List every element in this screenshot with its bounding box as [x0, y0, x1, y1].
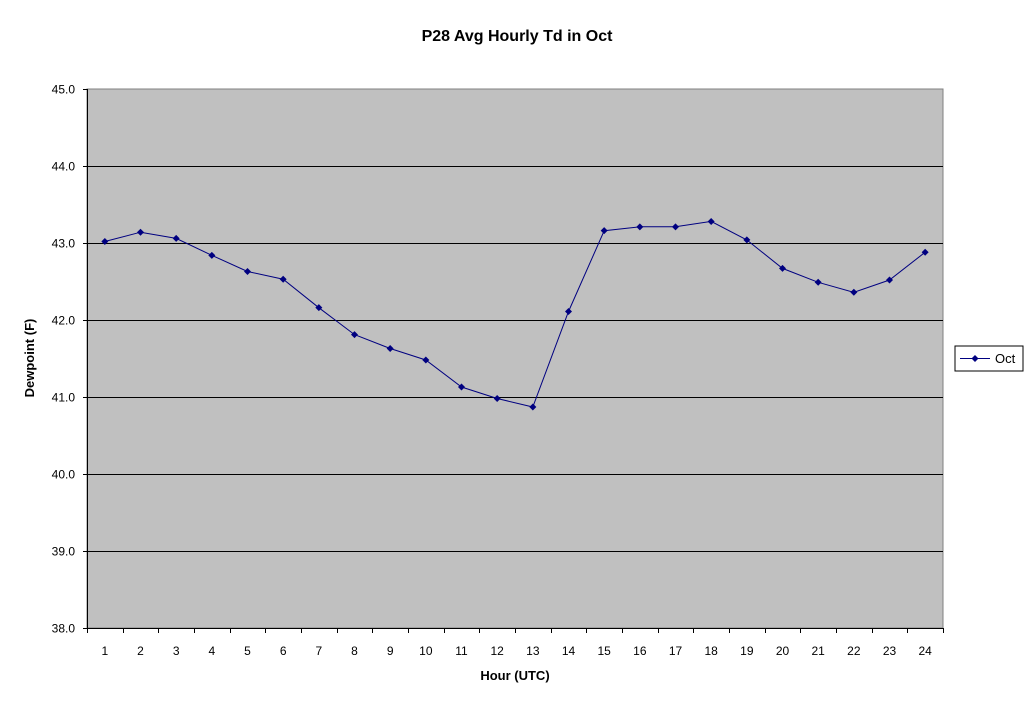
x-tick-label: 14: [562, 644, 576, 658]
x-tick-label: 15: [597, 644, 611, 658]
y-tick-label: 43.0: [52, 237, 76, 251]
data-point: [886, 276, 893, 284]
data-point: [921, 248, 929, 256]
y-tick-label: 38.0: [52, 622, 76, 636]
x-tick-label: 8: [351, 644, 358, 658]
x-tick-label: 12: [490, 644, 504, 658]
x-tick-label: 21: [811, 644, 825, 658]
legend: Oct: [954, 345, 1024, 372]
x-tick-label: 1: [101, 644, 108, 658]
data-point: [386, 344, 394, 352]
x-tick-label: 24: [918, 644, 932, 658]
data-point: [422, 356, 430, 364]
data-point: [814, 278, 822, 286]
x-tick-label: 17: [669, 644, 683, 658]
data-point: [101, 237, 109, 245]
data-point: [137, 228, 144, 236]
gridlines: [87, 166, 943, 552]
chart-title: P28 Avg Hourly Td in Oct: [422, 28, 614, 45]
series-line-oct: [104, 220, 926, 408]
data-point: [172, 234, 180, 242]
y-tick-label: 40.0: [52, 468, 76, 482]
legend-marker-swatch: [971, 355, 979, 362]
x-tick-label: 5: [244, 644, 251, 658]
data-point: [351, 331, 358, 339]
y-tick-label: 41.0: [52, 391, 76, 405]
x-tick-label: 20: [776, 644, 790, 658]
x-tick-label: 4: [208, 644, 215, 658]
data-point: [672, 223, 679, 231]
data-point: [565, 308, 572, 316]
x-tick-label: 7: [315, 644, 322, 658]
x-tick-label: 19: [740, 644, 754, 658]
x-tick-label: 2: [137, 644, 144, 658]
x-tick-label: 11: [455, 644, 468, 658]
data-point: [600, 227, 608, 235]
data-point: [529, 403, 537, 411]
x-tick-label: 3: [173, 644, 180, 658]
x-tick-label: 18: [704, 644, 718, 658]
data-point: [208, 251, 216, 259]
data-point: [779, 264, 786, 272]
x-tick-label: 6: [280, 644, 287, 658]
data-point: [279, 275, 287, 283]
data-point: [850, 288, 858, 296]
x-tick-label: 10: [419, 644, 433, 658]
x-tick-label: 16: [633, 644, 647, 658]
plot-area: [86, 88, 944, 629]
x-tick-label: 9: [387, 644, 394, 658]
x-tick-label: 22: [847, 644, 861, 658]
y-axis-title: Dewpoint (F): [22, 319, 37, 398]
axes: 38.039.040.041.042.043.044.045.01 2 3 4 5 6 7 8…: [52, 83, 944, 658]
y-tick-label: 44.0: [52, 160, 76, 174]
x-tick-label: 13: [526, 644, 540, 658]
legend-label: Oct: [995, 351, 1016, 366]
series-layer: [101, 217, 929, 411]
y-tick-label: 42.0: [52, 314, 76, 328]
data-point: [707, 217, 715, 225]
x-tick-label: 23: [883, 644, 897, 658]
y-tick-label: 39.0: [52, 545, 76, 559]
data-point: [244, 267, 251, 275]
data-point: [493, 395, 501, 403]
x-axis-title: Hour (UTC): [480, 668, 549, 683]
data-point: [636, 223, 644, 231]
data-point: [315, 304, 323, 312]
y-tick-label: 45.0: [52, 83, 76, 97]
data-point: [458, 383, 465, 391]
data-point: [743, 236, 751, 244]
